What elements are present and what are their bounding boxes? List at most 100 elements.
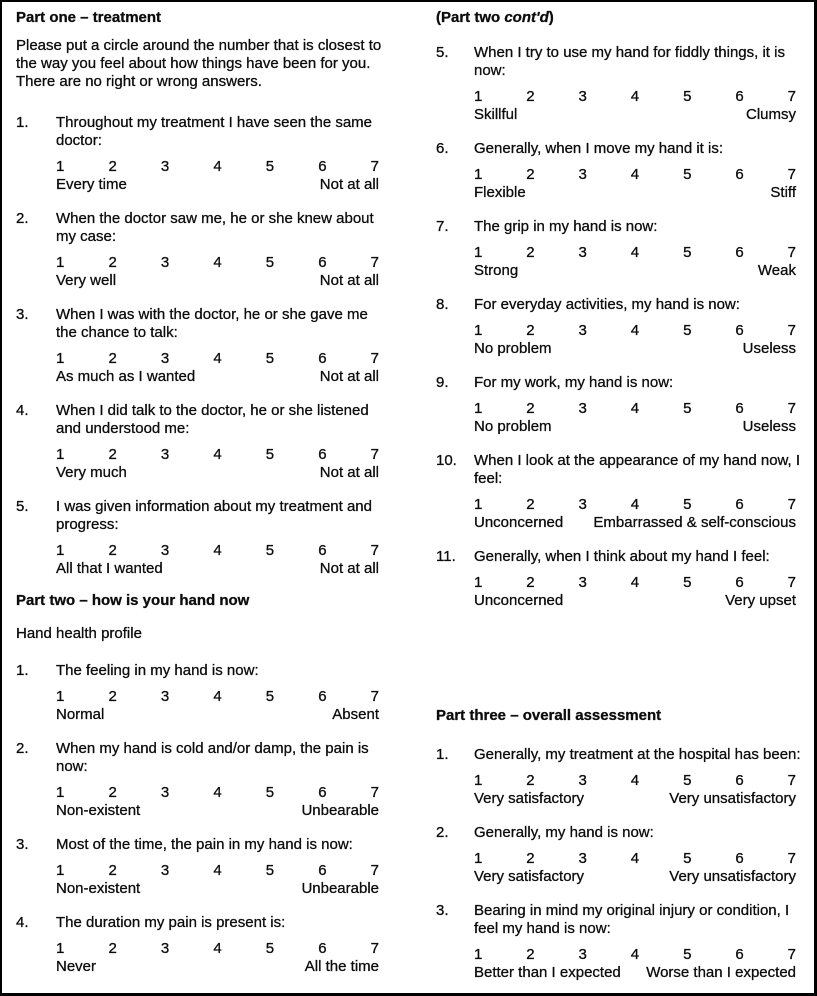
- scale-option-2[interactable]: 2: [526, 574, 535, 591]
- scale-option-7[interactable]: 7: [787, 946, 796, 963]
- scale-option-2[interactable]: 2: [108, 254, 117, 271]
- scale-option-3[interactable]: 3: [578, 496, 587, 513]
- scale-option-4[interactable]: 4: [630, 772, 640, 789]
- scale-option-7[interactable]: 7: [370, 940, 379, 957]
- scale-option-5[interactable]: 5: [683, 574, 692, 591]
- scale-option-2[interactable]: 2: [526, 88, 535, 105]
- scale-option-3[interactable]: 3: [160, 940, 170, 957]
- scale-option-6[interactable]: 6: [735, 88, 744, 105]
- scale-option-4[interactable]: 4: [213, 158, 222, 175]
- scale-option-7[interactable]: 7: [787, 322, 796, 339]
- scale-option-5[interactable]: 5: [265, 446, 275, 463]
- scale-option-6[interactable]: 6: [318, 350, 327, 367]
- scale-option-5[interactable]: 5: [265, 254, 275, 271]
- scale-option-6[interactable]: 6: [735, 166, 744, 183]
- scale-option-4[interactable]: 4: [630, 88, 640, 105]
- scale-option-7[interactable]: 7: [370, 254, 379, 271]
- scale-option-2[interactable]: 2: [526, 400, 535, 417]
- scale-option-3[interactable]: 3: [578, 88, 587, 105]
- scale-option-2[interactable]: 2: [108, 542, 117, 559]
- scale-option-6[interactable]: 6: [318, 446, 327, 463]
- scale-option-7[interactable]: 7: [370, 688, 379, 705]
- scale-option-6[interactable]: 6: [318, 862, 327, 879]
- scale-option-1[interactable]: 1: [474, 400, 483, 417]
- scale-option-1[interactable]: 1: [56, 350, 65, 367]
- scale-option-5[interactable]: 5: [265, 688, 275, 705]
- scale-option-5[interactable]: 5: [683, 166, 692, 183]
- scale-option-7[interactable]: 7: [787, 88, 796, 105]
- scale-option-5[interactable]: 5: [265, 784, 275, 801]
- scale-option-2[interactable]: 2: [526, 946, 535, 963]
- scale-option-4[interactable]: 4: [630, 574, 640, 591]
- scale-option-2[interactable]: 2: [526, 166, 535, 183]
- scale-option-7[interactable]: 7: [370, 350, 379, 367]
- scale-option-7[interactable]: 7: [787, 850, 796, 867]
- scale-option-6[interactable]: 6: [735, 244, 744, 261]
- scale-option-6[interactable]: 6: [318, 254, 327, 271]
- scale-option-4[interactable]: 4: [213, 784, 222, 801]
- scale-option-5[interactable]: 5: [683, 322, 692, 339]
- scale-option-4[interactable]: 4: [630, 322, 640, 339]
- scale-option-4[interactable]: 4: [630, 244, 640, 261]
- scale-option-6[interactable]: 6: [318, 158, 327, 175]
- scale-option-3[interactable]: 3: [578, 244, 587, 261]
- scale-option-1[interactable]: 1: [474, 850, 483, 867]
- scale-option-3[interactable]: 3: [578, 322, 587, 339]
- scale-option-1[interactable]: 1: [56, 862, 65, 879]
- scale-option-4[interactable]: 4: [213, 254, 222, 271]
- scale-option-7[interactable]: 7: [787, 574, 796, 591]
- scale-option-1[interactable]: 1: [56, 446, 65, 463]
- scale-option-4[interactable]: 4: [630, 850, 640, 867]
- scale-option-1[interactable]: 1: [474, 322, 483, 339]
- scale-option-6[interactable]: 6: [735, 946, 744, 963]
- scale-option-4[interactable]: 4: [213, 688, 222, 705]
- scale-option-2[interactable]: 2: [526, 496, 535, 513]
- scale-option-6[interactable]: 6: [735, 496, 744, 513]
- scale-option-1[interactable]: 1: [474, 496, 483, 513]
- scale-option-4[interactable]: 4: [213, 542, 222, 559]
- scale-option-1[interactable]: 1: [56, 158, 65, 175]
- scale-option-3[interactable]: 3: [578, 850, 587, 867]
- scale-option-7[interactable]: 7: [370, 158, 379, 175]
- scale-option-2[interactable]: 2: [526, 244, 535, 261]
- scale-option-7[interactable]: 7: [370, 446, 379, 463]
- scale-option-6[interactable]: 6: [318, 784, 327, 801]
- scale-option-2[interactable]: 2: [108, 940, 117, 957]
- scale-option-2[interactable]: 2: [108, 158, 117, 175]
- scale-option-3[interactable]: 3: [160, 688, 170, 705]
- scale-option-5[interactable]: 5: [265, 158, 275, 175]
- scale-option-6[interactable]: 6: [735, 322, 744, 339]
- scale-option-6[interactable]: 6: [318, 688, 327, 705]
- scale-option-2[interactable]: 2: [108, 446, 117, 463]
- scale-option-2[interactable]: 2: [108, 784, 117, 801]
- scale-option-7[interactable]: 7: [787, 244, 796, 261]
- scale-option-5[interactable]: 5: [683, 244, 692, 261]
- scale-option-2[interactable]: 2: [526, 772, 535, 789]
- scale-option-1[interactable]: 1: [56, 784, 65, 801]
- scale-option-6[interactable]: 6: [318, 542, 327, 559]
- scale-option-1[interactable]: 1: [56, 254, 65, 271]
- scale-option-1[interactable]: 1: [474, 772, 483, 789]
- scale-option-1[interactable]: 1: [56, 940, 65, 957]
- scale-option-4[interactable]: 4: [213, 862, 222, 879]
- scale-option-3[interactable]: 3: [578, 574, 587, 591]
- scale-option-3[interactable]: 3: [578, 772, 587, 789]
- scale-option-5[interactable]: 5: [683, 88, 692, 105]
- scale-option-3[interactable]: 3: [578, 166, 587, 183]
- scale-option-4[interactable]: 4: [213, 940, 222, 957]
- scale-option-5[interactable]: 5: [683, 496, 692, 513]
- scale-option-1[interactable]: 1: [474, 574, 483, 591]
- scale-option-3[interactable]: 3: [578, 946, 587, 963]
- scale-option-5[interactable]: 5: [265, 940, 275, 957]
- scale-option-7[interactable]: 7: [787, 166, 796, 183]
- scale-option-5[interactable]: 5: [683, 850, 692, 867]
- scale-option-7[interactable]: 7: [787, 496, 796, 513]
- scale-option-1[interactable]: 1: [474, 244, 483, 261]
- scale-option-7[interactable]: 7: [370, 862, 379, 879]
- scale-option-1[interactable]: 1: [56, 542, 65, 559]
- scale-option-1[interactable]: 1: [474, 166, 483, 183]
- scale-option-3[interactable]: 3: [578, 400, 587, 417]
- scale-option-5[interactable]: 5: [265, 862, 275, 879]
- scale-option-3[interactable]: 3: [160, 254, 170, 271]
- scale-option-2[interactable]: 2: [108, 862, 117, 879]
